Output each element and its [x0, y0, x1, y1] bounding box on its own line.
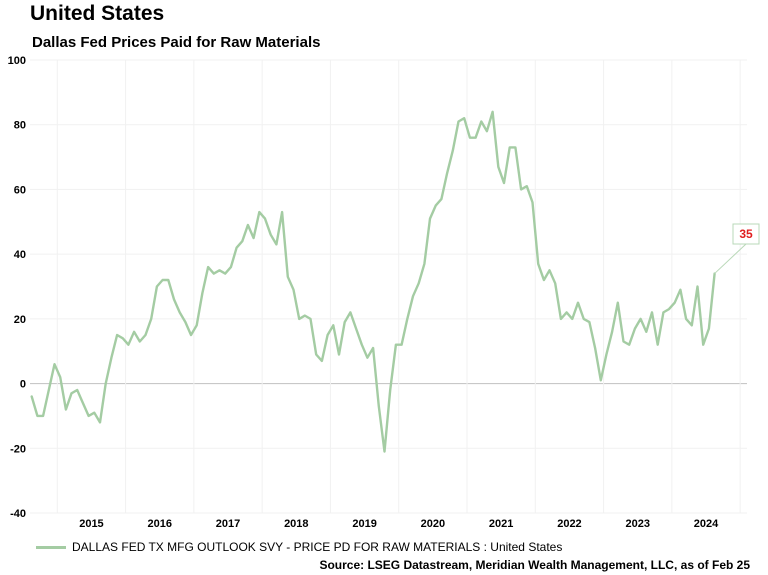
x-tick-label: 2022: [557, 518, 581, 530]
y-tick-label: 80: [14, 120, 26, 132]
series-line: [30, 110, 716, 453]
x-tick-label: 2015: [79, 518, 103, 530]
x-tick-label: 2023: [626, 518, 650, 530]
line-chart: -40 -20 0 20 40 60 80 100 2015 2016 2017 2018 2019 20…: [8, 55, 760, 530]
y-tick-label: -20: [10, 443, 26, 455]
x-tick-label: 2020: [421, 518, 445, 530]
grid: [30, 59, 747, 514]
chart-subtitle: Dallas Fed Prices Paid for Raw Materials: [32, 34, 321, 51]
legend-label: DALLAS FED TX MFG OUTLOOK SVY - PRICE PD…: [72, 540, 563, 554]
y-tick-label: 60: [14, 184, 26, 196]
y-tick-label: 0: [20, 379, 26, 391]
y-tick-label: -40: [10, 508, 26, 520]
legend-swatch: [36, 545, 66, 549]
x-tick-label: 2016: [148, 518, 172, 530]
x-tick-label: 2021: [489, 518, 513, 530]
callout-leader: [714, 243, 747, 274]
callout-box: [732, 223, 760, 245]
x-tick-label: 2018: [284, 518, 308, 530]
x-tick-label: 2019: [352, 518, 376, 530]
x-tick-label: 2024: [694, 518, 719, 530]
axes: -40 -20 0 20 40 60 80 100 2015 2016 2017 2018 2019 20…: [8, 55, 719, 530]
chart-title: United States: [30, 2, 165, 25]
y-tick-label: 100: [8, 55, 26, 67]
x-tick-label: 2017: [216, 518, 240, 530]
source-note: Source: LSEG Datastream, Meridian Wealth…: [319, 558, 750, 572]
y-tick-label: 20: [14, 314, 26, 326]
last-value-label: 35: [739, 227, 753, 241]
annotations: 35: [714, 223, 760, 274]
y-tick-label: 40: [14, 249, 26, 261]
series: [30, 110, 716, 453]
legend: DALLAS FED TX MFG OUTLOOK SVY - PRICE PD…: [36, 540, 562, 554]
